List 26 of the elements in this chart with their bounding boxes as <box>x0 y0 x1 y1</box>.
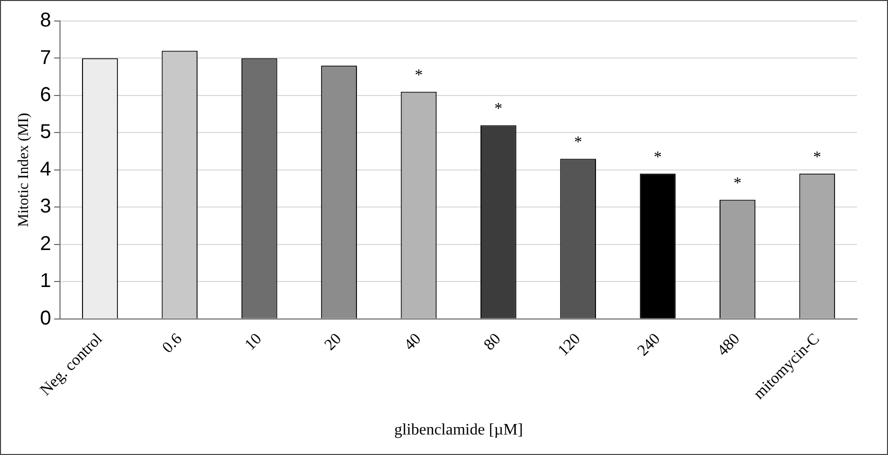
x-tick-label: 120 <box>554 330 584 360</box>
y-tick-label: 7 <box>40 46 52 69</box>
annotation: * <box>654 148 662 166</box>
y-tick-label: 8 <box>40 10 52 32</box>
y-tick-label: 6 <box>40 84 52 106</box>
y-axis-title: Mitotic Index (MI) <box>16 112 32 228</box>
x-tick-label: 240 <box>634 330 664 360</box>
y-tick-label: 4 <box>40 158 52 180</box>
x-tick-label: 0.6 <box>159 330 186 357</box>
x-tick-label: 40 <box>401 330 425 354</box>
y-tick-label: 1 <box>40 270 52 292</box>
x-axis-title: glibenclamide [µM] <box>394 422 523 439</box>
y-tick-label: 0 <box>40 307 52 330</box>
y-tick-label: 5 <box>40 121 52 144</box>
x-tick-label: 10 <box>242 330 266 354</box>
bar <box>640 174 676 318</box>
y-tick-label: 2 <box>40 232 52 255</box>
annotation: * <box>574 134 582 151</box>
x-tick-label: 20 <box>321 330 345 354</box>
x-tick-label: 480 <box>714 330 744 360</box>
annotation: * <box>414 66 423 84</box>
x-tick-label: 80 <box>480 330 504 354</box>
annotation: * <box>813 148 822 166</box>
annotation: * <box>733 174 742 192</box>
y-tick-label: 3 <box>40 196 52 218</box>
annotation: * <box>494 100 502 118</box>
